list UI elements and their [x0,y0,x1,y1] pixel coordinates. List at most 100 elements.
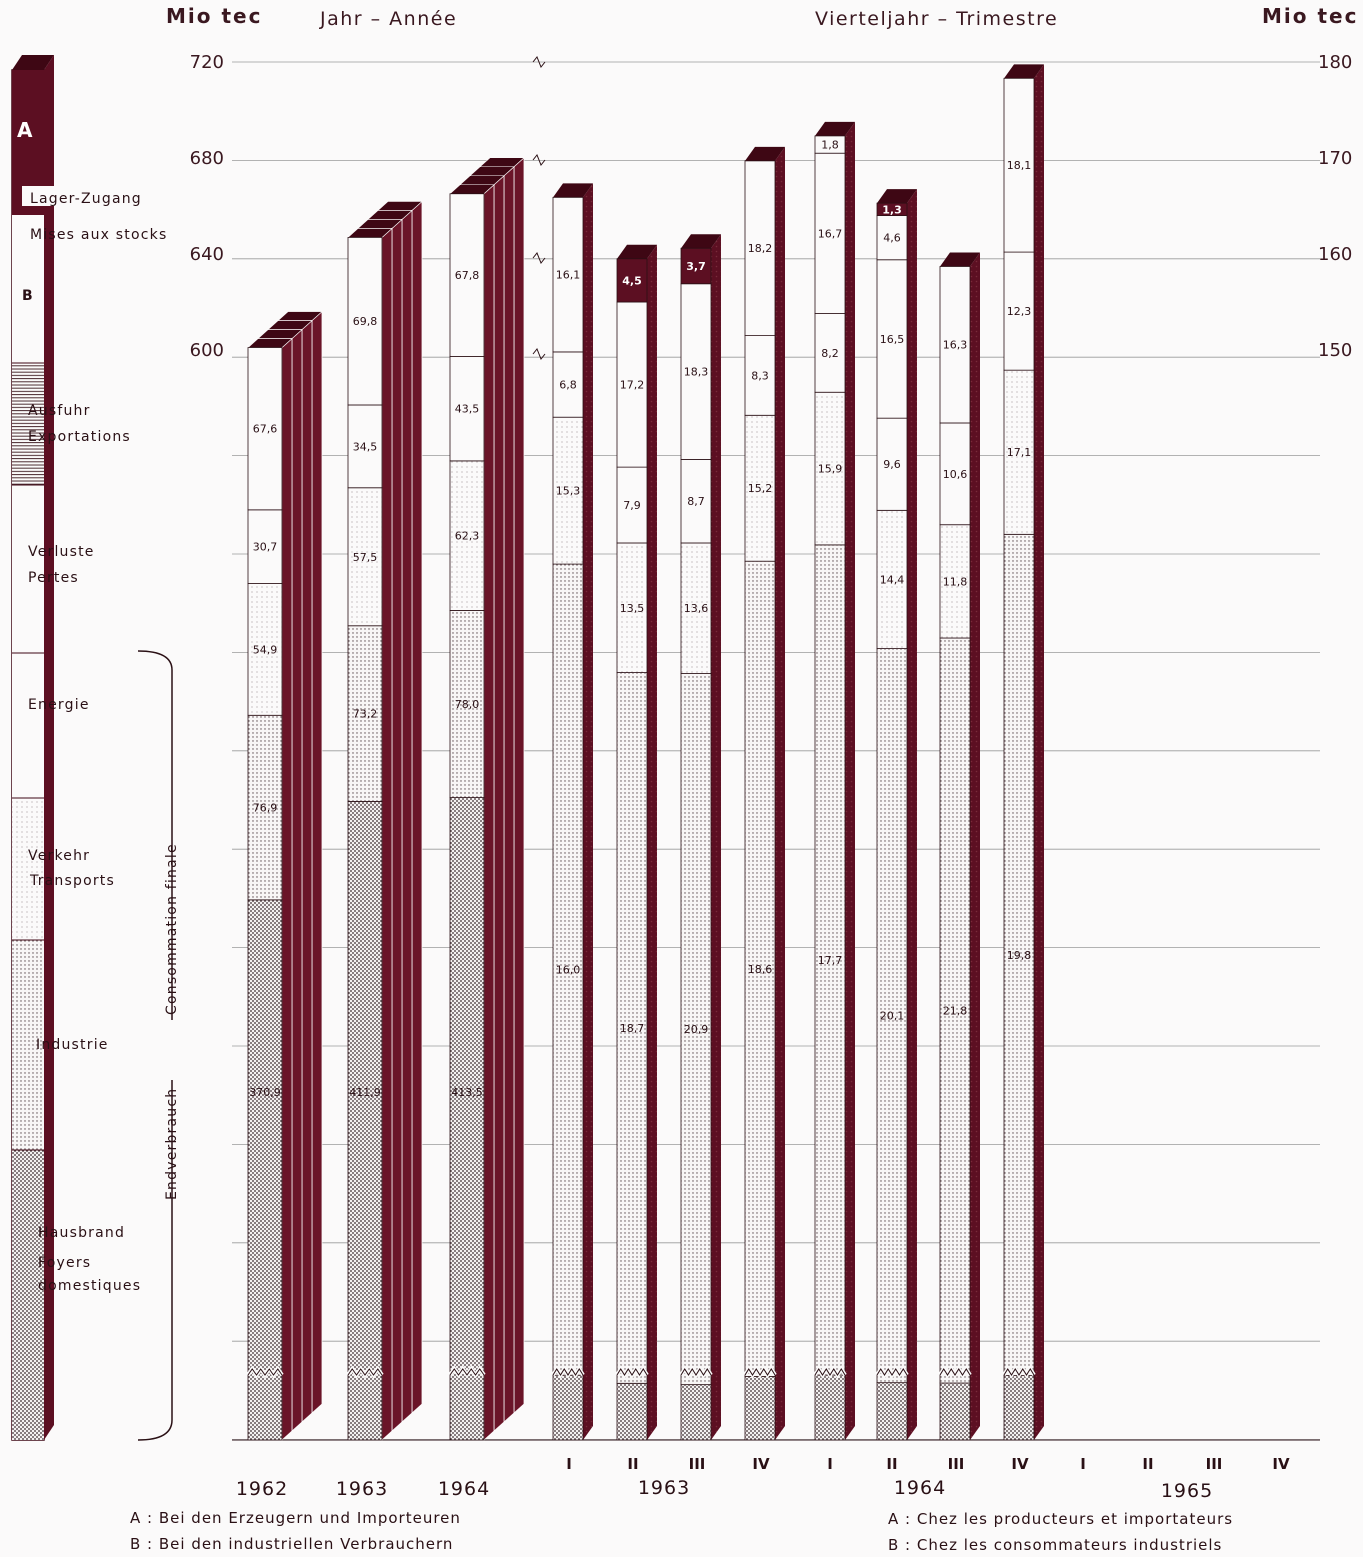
bar-data-label: 4,6 [883,232,901,245]
left-axis-unit: Mio tec [166,4,262,28]
bar-data-label: 15,3 [556,485,581,498]
bar-data-label: 11,8 [943,575,968,588]
footnote-de-b: B : Bei den industriellen Verbrauchern [130,1535,453,1553]
bar-break-line [347,1368,383,1376]
bar-data-label: 1,3 [882,203,902,216]
x-label-quarter: III [689,1455,706,1473]
bar-data-label: 16,7 [818,227,843,240]
bar-data-label: 3,7 [686,260,706,273]
bar-side-face [1034,64,1044,1441]
bar-data-label: 16,3 [943,339,968,352]
legend-label-exportations: Exportations [28,429,131,445]
axis-break-mark [532,252,546,264]
legend-swatch-transport [12,798,44,940]
bar-segment [814,1374,846,1441]
bar-data-label: 370,9 [249,1086,281,1099]
bar-segment [680,673,712,1386]
bar-side-face [711,234,721,1441]
annual-title: Jahr – Année [319,8,457,30]
bar-depth-slab [411,200,423,1414]
bar-data-label: 8,2 [821,347,839,360]
legend-label-ausfuhr: Ausfuhr [28,403,91,419]
quarter-bar-1964-I: 11217,715,98,216,71,8 [813,121,855,1441]
bar-segment [1003,251,1035,371]
bar-data-label: 13,6 [684,602,709,615]
bar-segment [876,648,908,1384]
bar-segment [247,899,283,1441]
axis-break-marks [532,56,546,360]
bar-depth-slab [513,156,525,1414]
x-label-quarter-year: 1963 [638,1477,690,1499]
brace-label-consommation: Consommation finale [164,843,180,1015]
x-label-quarter: IV [1272,1455,1290,1473]
bar-segment [744,1376,776,1441]
bar-break-line [744,1368,776,1376]
bar-segment [939,266,971,424]
quarter-bar-1963-IV: 109,418,615,28,318,2 [743,146,785,1441]
bar-data-label: 8,7 [687,495,705,508]
bars: 370,9 76,9 54,9 30,7 67,6 411,9 73,2 57,5 34,5 69… [246,64,1044,1441]
bar-segment [552,416,584,565]
bar-data-label: 20,1 [880,1010,905,1023]
bar-data-label: 18,2 [748,242,773,255]
footnote-fr-b: B : Chez les consommateurs industriels [888,1536,1222,1554]
bar-data-label: 57,5 [353,551,378,564]
x-label-quarter: IV [752,1455,770,1473]
bar-segment [876,509,908,649]
bar-data-label: 4,5 [622,274,642,287]
bar-data-label: 18,6 [748,963,773,976]
bar-data-label: 76,9 [253,802,278,815]
bar-data-label: 17,2 [620,379,645,392]
legend-label-pertes: Pertes [28,570,79,586]
bar-data-label: 69,8 [353,315,378,328]
bar-side-face [970,252,980,1441]
bar-data-label: 1,8 [821,139,839,152]
legend-label-verkehr: Verkehr [28,848,90,864]
quarterly-title: Vierteljahr – Trimestre [815,8,1058,30]
bar-depth-slab [483,183,495,1441]
bar-data-label: 16,0 [556,964,581,977]
x-label-quarter: II [886,1455,897,1473]
bar-segment [449,610,485,799]
footnote-de-a: A : Bei den Erzeugern und Importeuren [130,1509,461,1527]
bar-segment [1003,1375,1035,1441]
left-axis-ticks: 600 640 680 720 [190,52,224,361]
bar-data-label: 8,3 [751,369,769,382]
left-tick-label: 640 [190,244,224,265]
bar-segment-stock-b [814,135,846,154]
bar-top-face [877,189,917,204]
bar-segment [1003,533,1035,1376]
bar-segment [347,625,383,802]
bar-data-label: 18,3 [684,366,709,379]
axis-break-mark [532,154,546,166]
x-label-quarter: II [1142,1455,1153,1473]
bar-data-label: 78,0 [455,698,480,711]
right-tick-label: 160 [1318,244,1352,265]
bar-data-label: 67,6 [253,423,278,436]
x-label-quarter: III [1206,1455,1223,1473]
bar-data-label: 14,4 [880,573,905,586]
legend-swatch-domestic [12,1150,44,1440]
right-axis-unit: Mio tec [1262,4,1358,28]
x-label-quarter: I [566,1455,572,1473]
annual-bar-1964: 413,5 78,0 62,3 43,5 67,8 [448,156,525,1441]
bar-segment [939,637,971,1384]
left-tick-label: 680 [190,148,224,169]
bar-data-label: 43,5 [455,403,480,416]
bar-segment [247,714,283,901]
legend-label-A: A [17,118,33,142]
bar-top-face [745,146,785,161]
bar-data-label: 21,8 [943,1005,968,1018]
quarter-bar-1963-I: 111,716,015,36,816,1 [551,183,593,1441]
legend-label-lager: Lager-Zugang [30,191,142,207]
axis-break-mark [532,348,546,360]
bar-segment [939,524,971,639]
bar-depth-slab [381,227,393,1441]
bar-data-label: 411,9 [349,1086,381,1099]
bar-break-line [680,1368,712,1376]
bar-segment [347,237,383,406]
bar-segment [449,460,485,611]
quarter-bar-1964-IV: 11119,817,112,318,1 [1002,64,1044,1441]
legend-label-hausbrand: Hausbrand [38,1225,125,1241]
